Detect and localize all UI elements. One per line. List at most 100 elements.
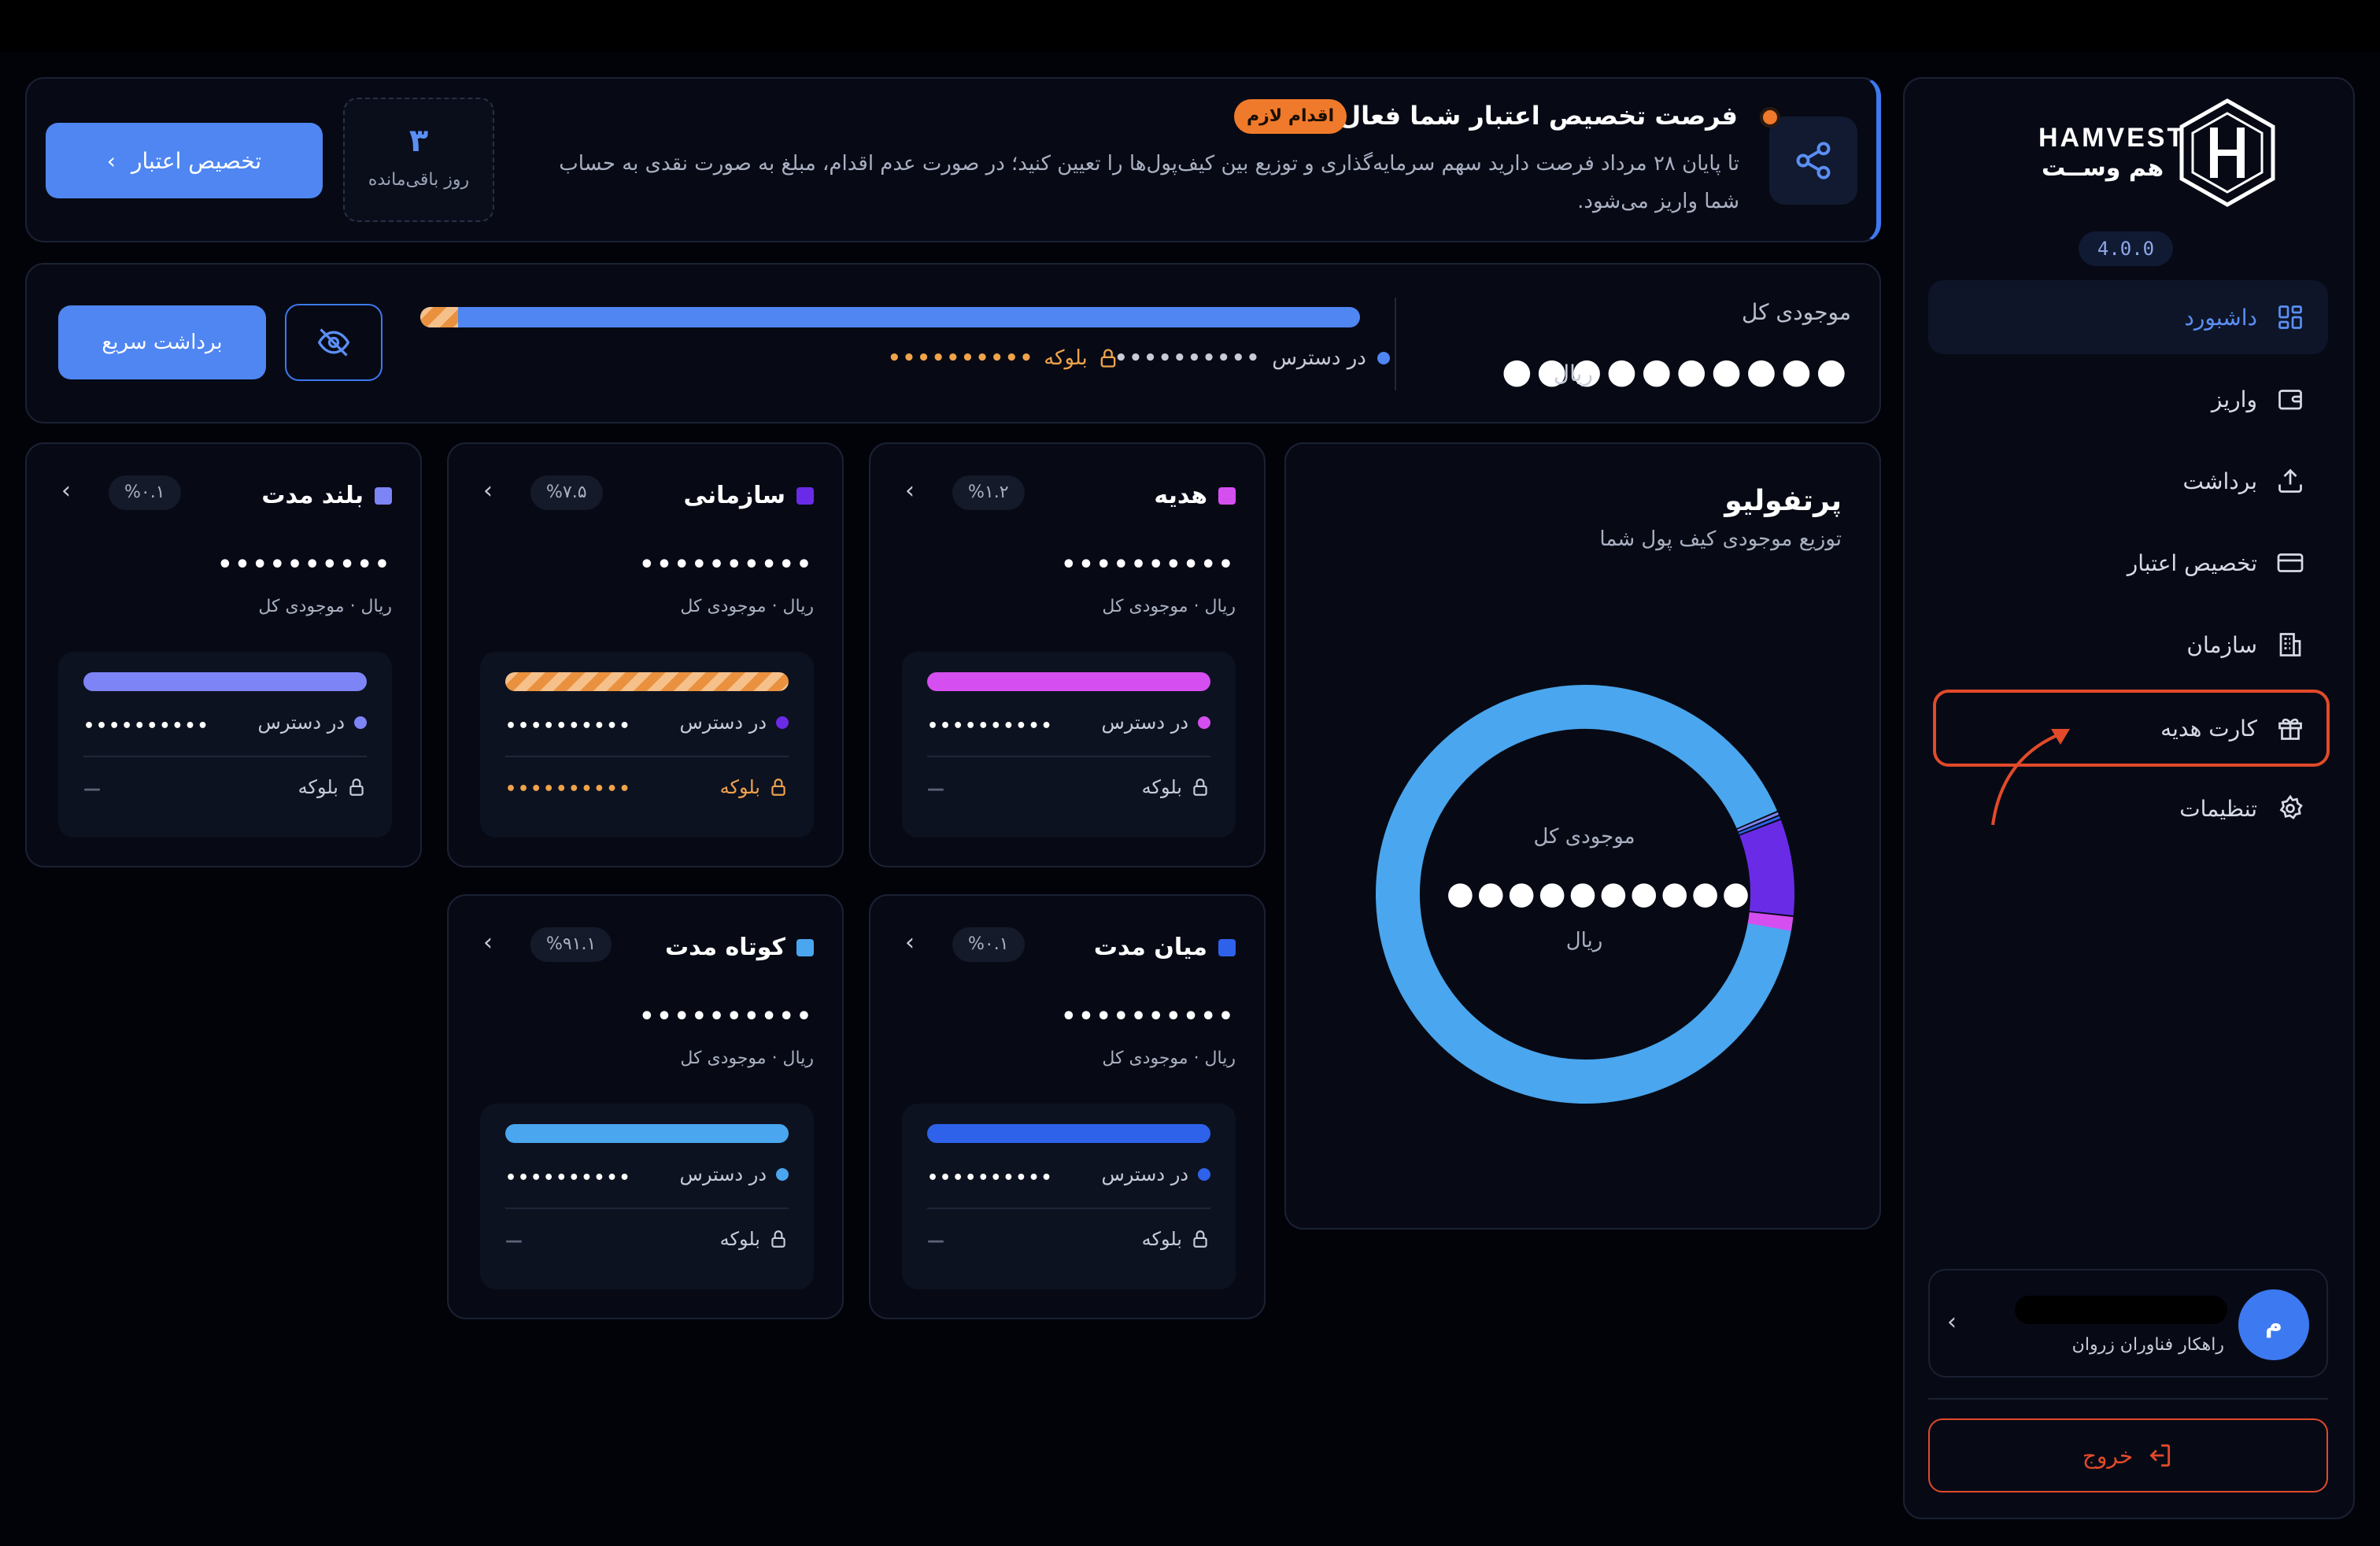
sidebar-item-settings[interactable]: تنظیمات — [1928, 771, 2328, 845]
wallet-header: بلند مدت — [261, 482, 392, 509]
wallet-share-badge: %۱.۲ — [952, 475, 1025, 510]
wallet-color-swatch — [1218, 486, 1236, 505]
sidebar-item-organization[interactable]: سازمان — [1928, 608, 2328, 682]
allocate-credit-label: تخصیص اعتبار — [131, 147, 262, 174]
total-balance-title: موجودی کل — [1741, 299, 1851, 325]
wallet-card[interactable]: سازمانی %۷.۵ ‹ •••••••••• ریال · موجودی … — [447, 442, 844, 867]
available-value: •••••••••• — [1114, 346, 1262, 370]
version-badge: 4.0.0 — [2079, 231, 2173, 266]
blocked-label: بلوکه — [719, 1228, 760, 1250]
eye-off-icon — [317, 328, 350, 357]
available-dot — [1198, 1168, 1210, 1181]
upload-icon — [2278, 468, 2302, 493]
wallet-divider — [927, 1208, 1210, 1209]
chevron-left-icon: ‹ — [106, 147, 116, 174]
sidebar-item-label: سازمان — [2186, 631, 2257, 658]
wallet-balance-sub: ریال · موجودی کل — [680, 1049, 814, 1068]
chevron-left-icon: ‹ — [1947, 1308, 1957, 1336]
total-balance-unit: ریال — [1553, 361, 1593, 386]
wallet-progress-bar — [505, 1124, 789, 1143]
sidebar-item-withdraw[interactable]: برداشت — [1928, 444, 2328, 518]
sidebar-item-label: برداشت — [2182, 468, 2257, 494]
blocked-portion — [420, 307, 458, 327]
sidebar-item-deposit[interactable]: واریز — [1928, 362, 2328, 436]
annotation-arrow-icon — [1991, 729, 2070, 826]
gift-icon — [2278, 718, 2302, 740]
wallet-balance-value: •••••••••• — [1061, 551, 1236, 579]
wallet-blocked-value: — — [505, 1231, 524, 1251]
wallet-divider — [505, 756, 789, 757]
wallet-available-value: •••••••••• — [83, 716, 210, 736]
wallet-available: در دسترس — [680, 712, 789, 734]
wallet-available-value: •••••••••• — [927, 1168, 1054, 1188]
lock-icon — [1193, 779, 1207, 796]
wallet-balance-sub: ریال · موجودی کل — [1102, 597, 1236, 616]
days-remaining-label: روز باقی‌مانده — [368, 170, 470, 190]
sidebar-item-label: تخصیص اعتبار — [2127, 549, 2257, 576]
wallet-share-badge: %۷.۵ — [530, 475, 603, 510]
wallet-card[interactable]: هدیه %۱.۲ ‹ •••••••••• ریال · موجودی کل … — [869, 442, 1266, 867]
wallet-progress-bar — [927, 1124, 1210, 1143]
wallet-share-badge: %۰.۱ — [952, 927, 1025, 962]
sidebar-divider — [1928, 1398, 2328, 1400]
logout-button[interactable]: خروج — [1928, 1418, 2328, 1492]
available-label: در دسترس — [1101, 1163, 1188, 1185]
sidebar-item-dashboard[interactable]: داشبورد — [1928, 280, 2328, 354]
wallet-available-value: •••••••••• — [505, 1168, 632, 1188]
available-label: در دسترس — [1272, 346, 1366, 370]
wallet-available: در دسترس — [680, 1163, 789, 1185]
wallet-breakdown: در دسترس •••••••••• بلوکه — — [902, 652, 1236, 838]
blocked-label: بلوکه — [298, 776, 338, 798]
chevron-left-icon[interactable]: ‹ — [483, 477, 493, 505]
wallet-header: سازمانی — [684, 482, 814, 509]
action-required-badge: اقدام لازم — [1234, 99, 1347, 134]
building-icon — [2279, 633, 2301, 656]
wallet-name: کوتاه مدت — [665, 934, 785, 961]
allocate-credit-button[interactable]: ‹ تخصیص اعتبار — [46, 123, 323, 198]
wallet-header: کوتاه مدت — [665, 934, 814, 961]
avatar: م — [2238, 1289, 2309, 1360]
chevron-left-icon[interactable]: ‹ — [61, 477, 71, 505]
wallet-icon — [2278, 390, 2302, 410]
notice-description: تا پایان ۲۸ مرداد فرصت دارید سهم سرمایه‌… — [559, 152, 1739, 213]
chevron-left-icon[interactable]: ‹ — [905, 477, 915, 505]
portfolio-donut-chart — [1376, 685, 1794, 1104]
available-label: در دسترس — [1101, 712, 1188, 734]
user-organization: راهکار فناوران زروان — [2071, 1335, 2224, 1355]
available-dot — [776, 716, 789, 729]
hide-balance-toggle[interactable] — [285, 304, 382, 381]
wallet-blocked-value: — — [927, 779, 946, 799]
wallet-breakdown: در دسترس •••••••••• بلوکه •••••••••• — [480, 652, 814, 838]
wallet-card[interactable]: کوتاه مدت %۹۱.۱ ‹ •••••••••• ریال · موجو… — [447, 894, 844, 1319]
chevron-left-icon[interactable]: ‹ — [905, 929, 915, 956]
wallet-card[interactable]: بلند مدت %۰.۱ ‹ •••••••••• ریال · موجودی… — [25, 442, 422, 867]
lock-icon — [1193, 1230, 1207, 1248]
wallet-blocked: بلوکه — [720, 1228, 789, 1250]
wallet-color-swatch — [796, 486, 814, 505]
wallet-breakdown: در دسترس •••••••••• بلوکه — — [58, 652, 392, 838]
available-balance: در دسترس •••••••••• — [1114, 346, 1390, 370]
notice-status-dot — [1760, 107, 1780, 128]
share-icon[interactable] — [1769, 117, 1857, 205]
sidebar-item-gift-card[interactable]: کارت هدیه — [1928, 691, 2328, 765]
user-profile-card[interactable]: م راهکار فناوران زروان ‹ — [1928, 1269, 2328, 1378]
donut-center-label: موجودی کل — [1533, 825, 1635, 849]
wallet-name: بلند مدت — [261, 482, 364, 509]
portfolio-title: پرتفولیو — [1724, 485, 1842, 517]
days-remaining-value: ۳ — [408, 123, 429, 159]
blocked-value: •••••••••• — [888, 346, 1035, 370]
wallet-balance-sub: ریال · موجودی کل — [1102, 1049, 1236, 1068]
user-name-redacted — [2015, 1296, 2227, 1324]
available-label: در دسترس — [257, 712, 345, 734]
sidebar-item-credit-allocation[interactable]: تخصیص اعتبار — [1928, 526, 2328, 600]
wallet-progress-bar — [83, 672, 367, 691]
chevron-left-icon[interactable]: ‹ — [483, 929, 493, 956]
wallet-card[interactable]: میان مدت %۰.۱ ‹ •••••••••• ریال · موجودی… — [869, 894, 1266, 1319]
top-black-bar — [0, 0, 2380, 52]
quick-withdraw-button[interactable]: برداشت سریع — [58, 305, 266, 379]
available-dot — [776, 1168, 789, 1181]
days-remaining: ۳ روز باقی‌مانده — [343, 98, 494, 222]
wallet-header: میان مدت — [1094, 934, 1236, 961]
total-balance-value: ●●●●●●●●●● — [1502, 351, 1851, 391]
wallet-blocked-value: — — [83, 779, 102, 799]
